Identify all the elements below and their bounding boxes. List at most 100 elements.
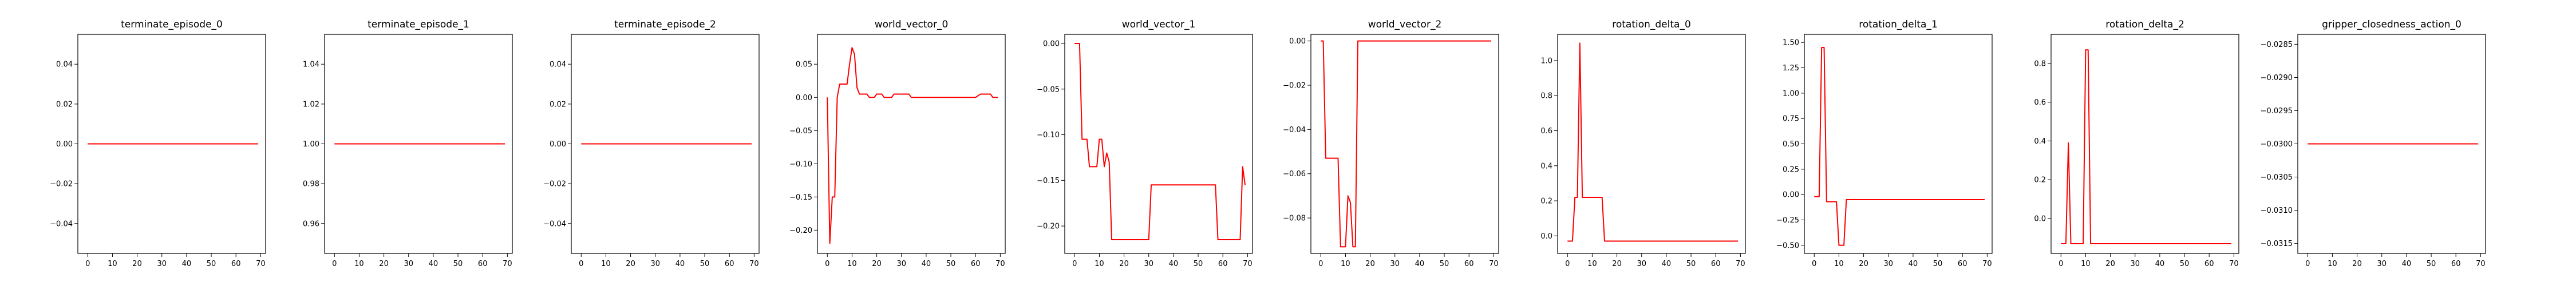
y-tick-label: 0.0 [2034,214,2046,223]
subplot-world-vector-2: world_vector_2 0 10 20 30 40 50 60 70 −0.08 −0.06 −… [1283,19,1499,268]
x-tick-label: 0 [2305,260,2310,268]
x-tick-label: 10 [1095,260,1104,268]
y-tick-label: 0.25 [1783,165,1799,174]
x-tick-label: 30 [404,260,413,268]
x-tick-label: 50 [1933,260,1943,268]
y-tick-label: −0.10 [789,160,812,169]
y-tick-label: 0.00 [1043,39,1060,48]
y-tick-label: −0.0310 [2261,206,2293,215]
x-tick-label: 30 [1883,260,1893,268]
y-tick-label: 1.0 [1540,57,1552,65]
x-tick-label: 70 [1736,260,1745,268]
y-tick-label: 0.98 [303,180,319,189]
x-tick-label: 20 [1859,260,1868,268]
y-tick-label: −0.02 [543,180,566,189]
x-tick-label: 20 [2105,260,2115,268]
series-line [1814,47,1985,246]
y-tick-label: −0.20 [789,227,812,235]
x-tick-label: 70 [995,260,1005,268]
x-tick-label: 40 [675,260,685,268]
y-tick-label: 0.00 [56,140,73,149]
x-tick-label: 0 [1318,260,1323,268]
y-tick-label: 1.02 [303,100,319,109]
subplot-title: world_vector_0 [875,19,949,30]
x-tick-label: 70 [1982,260,1992,268]
axes-frame [1064,34,1253,254]
y-tick-label: 0.04 [56,61,73,69]
series-line [1567,42,1739,242]
axes-frame [1804,34,1993,254]
y-tick-label: −0.0285 [2261,41,2293,49]
x-tick-label: 50 [1194,260,1203,268]
y-tick-label: 0.0 [1540,232,1552,241]
x-tick-label: 60 [1958,260,1967,268]
x-tick-label: 40 [1169,260,1179,268]
x-tick-label: 10 [1834,260,1844,268]
x-tick-label: 20 [626,260,635,268]
subplot-world-vector-1: world_vector_1 0 10 20 30 40 50 60 70 −0.20 −0.15 −… [1037,19,1253,268]
y-tick-label: 0.50 [1783,140,1799,149]
y-tick-label: 1.00 [303,140,319,149]
x-tick-label: 60 [231,260,241,268]
x-tick-label: 50 [2427,260,2436,268]
y-tick-label: −0.04 [50,220,73,228]
y-tick-label: 1.25 [1783,64,1799,73]
y-tick-label: 0.6 [2034,98,2046,107]
y-tick-label: −0.02 [50,180,73,189]
subplot-title: terminate_episode_0 [121,19,223,30]
y-tick-label: 0.02 [550,100,566,109]
x-tick-label: 20 [1612,260,1622,268]
y-tick-label: 0.00 [550,140,566,149]
y-tick-label: −0.06 [1283,170,1306,178]
x-tick-label: 0 [2059,260,2063,268]
x-tick-label: 60 [1464,260,1474,268]
x-tick-label: 40 [922,260,931,268]
x-tick-label: 20 [379,260,389,268]
subplot-terminate-episode-2: terminate_episode_2 0 10 20 30 40 50 60 70 −0.04 −… [543,19,760,268]
y-tick-label: 0.75 [1783,115,1799,124]
x-tick-label: 30 [1390,260,1400,268]
y-tick-label: 0.00 [1783,191,1799,200]
x-tick-label: 0 [1565,260,1570,268]
subplot-title: rotation_delta_1 [1859,19,1938,30]
subplot-rotation-delta-1: rotation_delta_1 0 10 20 30 40 50 60 70 −0.50 −0.2… [1776,19,1993,268]
y-tick-label: 0.8 [2034,59,2046,68]
y-tick-label: 1.50 [1783,39,1799,47]
y-tick-label: 1.00 [1783,89,1799,98]
series-line [2061,49,2232,245]
y-tick-label: 0.4 [2034,137,2046,146]
y-tick-label: −0.02 [1283,81,1306,90]
x-tick-label: 50 [700,260,710,268]
y-tick-label: −0.0295 [2261,107,2293,116]
subplot-title: rotation_delta_2 [2105,19,2184,30]
x-tick-label: 10 [601,260,611,268]
x-tick-label: 0 [85,260,90,268]
y-tick-label: 0.2 [2034,176,2046,185]
y-tick-label: 0.05 [796,61,812,69]
x-tick-label: 20 [1365,260,1375,268]
x-tick-label: 60 [478,260,488,268]
x-tick-label: 70 [503,260,512,268]
y-tick-label: 0.6 [1540,127,1552,136]
x-tick-label: 50 [1686,260,1696,268]
subplot-rotation-delta-0: rotation_delta_0 0 10 20 30 40 50 60 70 0.0 0.2 0.4… [1540,19,1746,268]
axes-frame [2297,34,2486,254]
x-tick-label: 30 [1144,260,1153,268]
x-tick-label: 60 [1218,260,1228,268]
axes-frame [1310,34,1499,254]
x-tick-label: 40 [1909,260,1918,268]
x-tick-label: 50 [207,260,216,268]
x-tick-label: 70 [2229,260,2239,268]
y-tick-label: −0.0290 [2261,74,2293,82]
y-tick-label: −0.20 [1037,223,1060,231]
y-tick-label: −0.25 [1776,216,1799,225]
x-tick-label: 20 [2352,260,2362,268]
x-tick-label: 40 [429,260,438,268]
y-tick-label: −0.50 [1776,241,1799,250]
x-tick-label: 40 [182,260,192,268]
y-tick-label: −0.04 [1283,126,1306,134]
y-tick-label: 0.00 [796,94,812,102]
x-tick-label: 30 [896,260,906,268]
y-tick-label: −0.15 [1037,177,1060,185]
